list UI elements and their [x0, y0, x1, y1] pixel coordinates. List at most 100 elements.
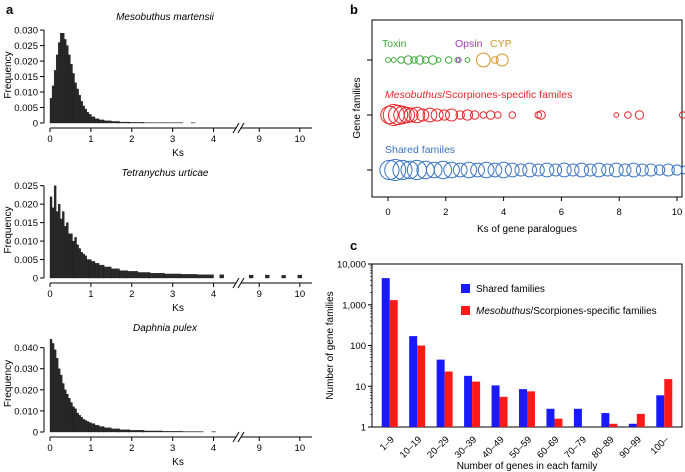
bar-shared — [601, 413, 610, 427]
family-size-barchart: 1 10 100 1,000 10,000 Number of gene families… — [325, 260, 683, 472]
x-tick-label: 10 — [295, 134, 306, 145]
scatter-point — [613, 112, 620, 118]
x-tick-label: 4 — [501, 207, 506, 218]
histogram-bar — [82, 105, 85, 124]
histogram-bar — [62, 383, 65, 433]
histogram-bar — [80, 252, 83, 279]
histogram-bar — [58, 42, 61, 124]
histogram-bar — [76, 88, 79, 124]
cyp-label: CYP — [490, 38, 512, 50]
histogram-bar — [147, 273, 165, 279]
x-tick-label: 0 — [47, 134, 52, 145]
legend-swatch — [461, 284, 470, 293]
legend-text: Shared families — [476, 284, 545, 295]
x-axis-label: Ks of gene paralogues — [477, 224, 577, 235]
histogram-bar — [53, 185, 57, 279]
bar-specific — [389, 300, 398, 427]
bar-shared — [436, 359, 445, 427]
x-tick-label: 0 — [385, 207, 390, 218]
x-tick-label: 9 — [257, 289, 262, 300]
bar-specific — [444, 371, 453, 427]
scatter-point — [566, 163, 580, 177]
legend-text: /Scorpiones-specific families — [530, 306, 656, 317]
scatter-point — [415, 55, 425, 65]
x-tick-label: 0 — [47, 289, 52, 300]
scatter-point — [556, 162, 572, 178]
histogram-bar — [90, 261, 96, 279]
histogram-bar — [72, 73, 75, 124]
histogram-mesobuthus: Mesobuthus martensii 0 0.005 0.010 0.015 0.02… — [3, 12, 312, 159]
histogram-bar — [58, 204, 61, 279]
histogram-bar — [78, 248, 81, 279]
histogram-title: Daphnia pulex — [133, 323, 198, 334]
scatter-point — [388, 104, 409, 126]
x-tick-label: 1–9 — [378, 434, 397, 453]
x-tick-label: 10 — [295, 443, 306, 454]
scatter-point — [618, 163, 632, 177]
y-tick-label: 1 — [361, 423, 366, 434]
histogram-bar — [49, 98, 53, 124]
y-tick-label: 0.010 — [14, 88, 38, 99]
y-tick-label: 10,000 — [337, 260, 366, 271]
legend-swatch — [461, 306, 470, 315]
histogram-bar — [51, 343, 55, 433]
scatter-point — [539, 162, 555, 178]
x-tick-label: 6 — [559, 207, 564, 218]
histogram-bar — [141, 430, 163, 433]
histogram-bar — [64, 39, 67, 124]
scatter-point — [470, 110, 480, 120]
histogram-bar — [62, 211, 65, 279]
x-tick-label: 9 — [257, 443, 262, 454]
histogram-bar — [84, 255, 87, 279]
x-tick-label: 50–59 — [508, 434, 534, 460]
scatter-point — [479, 111, 488, 119]
legend-italic: Mesobuthus — [476, 306, 530, 317]
scatter-point — [416, 108, 430, 122]
scatter-point — [430, 108, 444, 122]
y-tick-label: 0.020 — [14, 200, 38, 211]
scatter-point — [403, 107, 419, 123]
scatter-point — [495, 53, 509, 67]
histogram-bar — [297, 274, 303, 279]
x-axis-label: Ks — [172, 148, 184, 159]
scatter-point — [385, 57, 391, 63]
ks-scatter-axes: Gene families 0 2 4 6 8 10 Ks of gene paralogue… — [352, 59, 682, 235]
axis-break-mark — [237, 277, 245, 289]
scatter-point — [635, 163, 649, 177]
scatter-point — [384, 159, 407, 181]
histogram-daphnia: Daphnia pulex 0 0.010 0.020 0.030 0.040Freque… — [3, 323, 312, 468]
bar-specific — [472, 381, 481, 427]
histogram-bar — [53, 349, 57, 433]
histogram-bar — [68, 398, 71, 433]
y-axis-label: Frequency — [3, 360, 14, 407]
axis-break-mark — [237, 431, 245, 443]
y-tick-label: 10 — [355, 382, 366, 393]
scatter-point — [491, 56, 499, 64]
scatter-point — [403, 55, 413, 65]
scatter-point — [601, 163, 615, 177]
scatter-point — [400, 160, 419, 180]
scatter-point — [661, 163, 675, 177]
y-tick-label: 0 — [33, 428, 38, 439]
histogram-bar — [197, 274, 214, 279]
scatter-point — [433, 160, 453, 180]
bar-shared — [381, 278, 390, 427]
x-tick-label: 4 — [211, 134, 216, 145]
y-tick-label: 1,000 — [342, 300, 366, 311]
x-tick-label: 4 — [211, 443, 216, 454]
y-tick-label: 0.020 — [14, 57, 38, 68]
histogram-bar — [84, 108, 87, 124]
histogram-bar — [72, 406, 75, 433]
bar-shared — [656, 395, 665, 427]
histogram-bar — [74, 82, 77, 124]
histogram-title: Mesobuthus martensii — [116, 12, 215, 23]
scatter-point — [514, 163, 528, 177]
scatter-point — [504, 162, 520, 178]
bar-specific — [554, 418, 563, 427]
histogram-bar — [90, 423, 96, 433]
scatter-point — [494, 111, 502, 119]
scatter-point — [428, 55, 438, 65]
histogram-bar — [82, 253, 85, 279]
specific-italic: Mesobuthus — [385, 89, 443, 101]
